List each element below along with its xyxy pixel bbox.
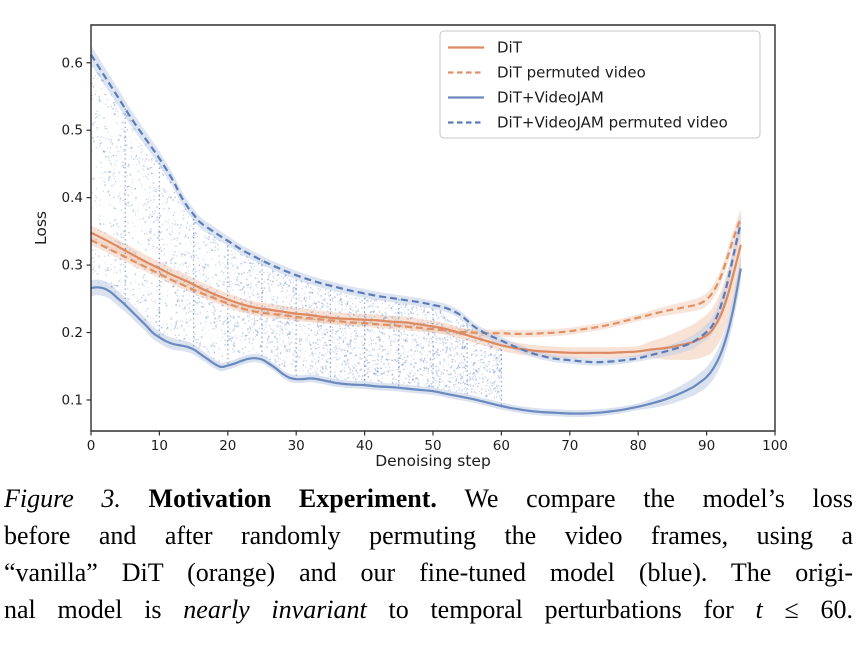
caption-segment: Motivation Experiment. (148, 484, 465, 513)
x-tick-label: 60 (493, 438, 510, 454)
x-axis-label: Denoising step (375, 452, 491, 470)
caption-segment: nal model is (4, 595, 184, 624)
x-tick-label: 80 (630, 438, 647, 454)
y-tick-label: 0.4 (62, 190, 83, 206)
x-tick-label: 40 (356, 438, 373, 454)
series-line-dit (90, 231, 742, 354)
legend: DiT DiT permuted video DiT+VideoJAM DiT+Vid… (439, 30, 761, 139)
series-line-dit-permuted-video (90, 216, 742, 336)
confidence-band (91, 255, 741, 418)
y-tick-label: 0.6 (62, 55, 83, 71)
caption-segment: ≤ 60. (762, 595, 853, 624)
caption-line: Figure 3. Motivation Experiment. We comp… (4, 480, 853, 517)
y-tick-label: 0.5 (62, 123, 83, 139)
y-tick-label: 0.3 (62, 258, 83, 274)
legend-label: DiT permuted video (497, 64, 646, 82)
dotted-vlines (124, 108, 503, 407)
caption-line: before and after randomly permuting the … (4, 517, 853, 554)
y-axis-label: Loss (32, 211, 50, 245)
y-tick-label: 0.1 (62, 392, 83, 408)
figure-caption: Figure 3. Motivation Experiment. We comp… (0, 480, 860, 628)
caption-line: nal model is nearly invariant to tempora… (4, 591, 853, 628)
legend-label: DiT+VideoJAM (497, 89, 604, 107)
caption-segment: Figure 3. (4, 484, 149, 513)
caption-segment: to temporal perturbations for (366, 595, 756, 624)
series-line-dit-videojam (90, 268, 742, 415)
caption-line: “vanilla” DiT (orange) and our fine-tune… (4, 554, 853, 591)
caption-segment: We compare the model’s loss (464, 484, 853, 513)
stipple-texture (90, 65, 503, 400)
x-tick-label: 100 (762, 438, 788, 454)
x-tick-label: 70 (561, 438, 578, 454)
stipple-dots (92, 73, 503, 398)
caption-segment: “vanilla” DiT (orange) and our fine-tune… (4, 558, 853, 587)
series-line-dit-videojam-permuted-video (90, 54, 742, 364)
x-tick-label: 0 (87, 438, 96, 454)
x-tick-label: 30 (288, 438, 305, 454)
axes: 0 10 20 30 40 50 60 70 80 90 100 0.1 0.2 0.3 0.4 0.5 0.6 (62, 24, 788, 454)
stipple-dots (92, 79, 500, 398)
x-tick-label: 50 (424, 438, 441, 454)
legend-label: DiT (497, 39, 523, 57)
caption-segment: t (755, 595, 763, 624)
x-tick-label: 10 (151, 438, 168, 454)
x-tick-label: 90 (698, 438, 715, 454)
legend-box (439, 30, 761, 139)
y-tick-label: 0.2 (62, 325, 83, 341)
caption-segment: before and after randomly permuting the … (4, 521, 853, 550)
caption-segment: nearly invariant (183, 595, 367, 624)
series-lines (90, 54, 742, 415)
legend-label: DiT+VideoJAM permuted video (497, 114, 728, 132)
loss-chart: 0 10 20 30 40 50 60 70 80 90 100 0.1 0.2 0.3 0.4 0.5 0.6… (32, 24, 788, 470)
x-tick-label: 20 (219, 438, 236, 454)
